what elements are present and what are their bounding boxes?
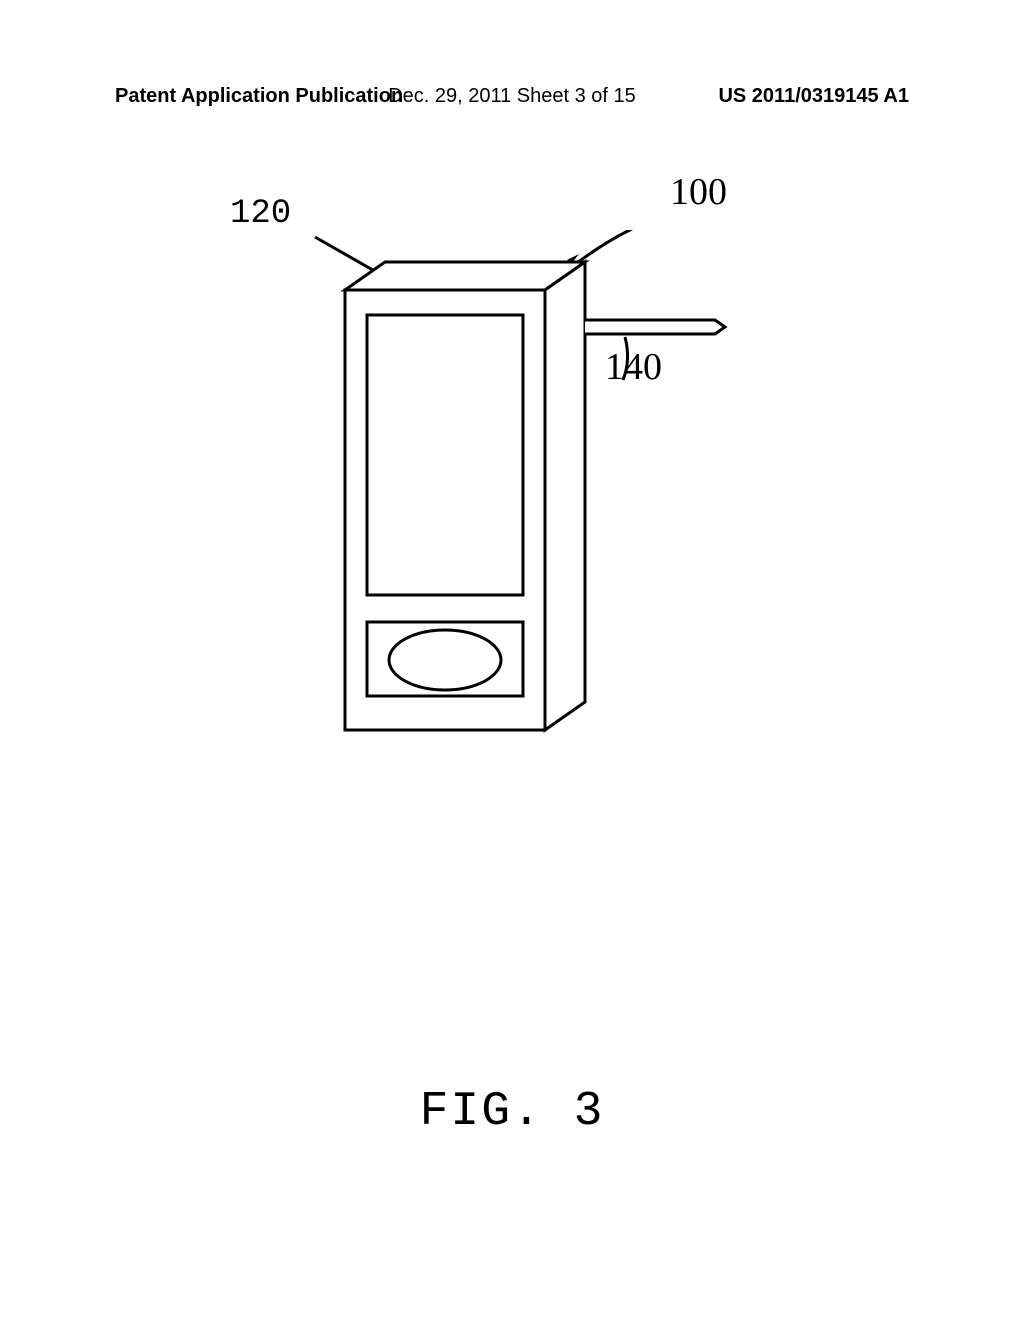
header-center: Dec. 29, 2011 Sheet 3 of 15 xyxy=(388,85,636,108)
figure-label: FIG. 3 xyxy=(420,1085,605,1139)
leader-140 xyxy=(623,337,628,380)
device-antenna xyxy=(585,320,725,334)
reference-numeral-120: 120 xyxy=(230,195,291,233)
header-left: Patent Application Publication xyxy=(115,85,403,108)
header-right: US 2011/0319145 A1 xyxy=(718,85,909,108)
device-screen xyxy=(367,315,523,595)
device-svg xyxy=(305,230,765,750)
page-header: Patent Application Publication Dec. 29, … xyxy=(0,85,1024,108)
device-drawing xyxy=(305,230,765,750)
device-side-face xyxy=(545,262,585,730)
patent-figure: 120 100 140 xyxy=(250,180,770,740)
reference-numeral-100: 100 xyxy=(670,170,727,214)
device-button xyxy=(389,630,501,690)
